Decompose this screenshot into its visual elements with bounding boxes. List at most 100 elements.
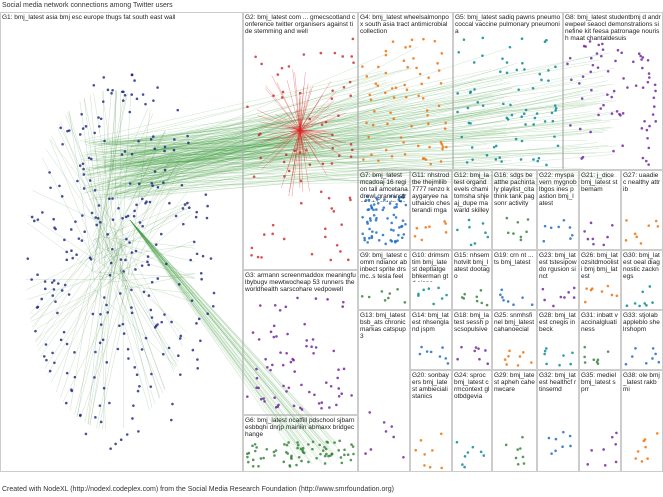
node bbox=[159, 232, 163, 236]
node bbox=[417, 292, 420, 296]
node bbox=[541, 287, 545, 291]
node bbox=[402, 455, 405, 459]
edge bbox=[129, 219, 305, 447]
group-label: G1: bmj_latest asia bmj esc europe thugs… bbox=[2, 14, 176, 21]
node bbox=[59, 338, 63, 342]
group-label: G3: armann screenmaddox meaningfulbybugv… bbox=[245, 272, 356, 293]
group-box bbox=[453, 12, 563, 170]
node bbox=[388, 292, 392, 295]
node bbox=[337, 368, 340, 371]
node bbox=[250, 246, 254, 250]
node bbox=[654, 352, 657, 356]
edge bbox=[87, 51, 392, 181]
node bbox=[192, 240, 196, 244]
node bbox=[366, 208, 370, 212]
node bbox=[108, 197, 111, 201]
edge bbox=[129, 219, 336, 444]
edge bbox=[87, 282, 102, 425]
node bbox=[190, 299, 194, 302]
node bbox=[171, 402, 174, 406]
node bbox=[280, 96, 284, 99]
group-label: G4: bmj_latest wheelsalmonpox south asia… bbox=[360, 14, 449, 35]
node bbox=[284, 153, 288, 157]
edge bbox=[129, 219, 339, 461]
node bbox=[520, 115, 524, 119]
node bbox=[440, 466, 443, 470]
edge bbox=[136, 106, 385, 184]
node bbox=[160, 320, 164, 324]
edge bbox=[129, 219, 305, 447]
node bbox=[465, 161, 469, 164]
edge bbox=[89, 94, 104, 231]
node bbox=[299, 406, 302, 410]
node bbox=[554, 449, 557, 453]
node bbox=[524, 123, 527, 126]
node bbox=[620, 51, 623, 55]
node bbox=[61, 142, 64, 146]
node bbox=[297, 443, 300, 447]
edge bbox=[129, 219, 306, 444]
node bbox=[348, 196, 352, 200]
node bbox=[81, 214, 84, 217]
node bbox=[516, 364, 520, 367]
edge bbox=[60, 270, 106, 398]
node bbox=[336, 376, 339, 380]
node bbox=[365, 194, 369, 198]
edge bbox=[129, 165, 181, 279]
node bbox=[178, 337, 182, 340]
node bbox=[144, 201, 147, 205]
edge bbox=[299, 129, 316, 151]
node bbox=[386, 217, 389, 220]
edge bbox=[106, 246, 177, 366]
edge bbox=[120, 145, 617, 170]
node bbox=[554, 109, 557, 112]
node bbox=[384, 71, 388, 75]
node bbox=[59, 126, 62, 130]
edge bbox=[116, 207, 191, 238]
edge bbox=[39, 253, 114, 358]
edge bbox=[104, 148, 175, 239]
edge bbox=[27, 214, 127, 281]
node bbox=[647, 163, 650, 166]
node bbox=[252, 175, 256, 178]
node bbox=[130, 311, 134, 315]
edge bbox=[119, 95, 132, 280]
group-label: G14: bmj_latest nhsengland jspm bbox=[412, 312, 449, 333]
node bbox=[505, 71, 509, 75]
node bbox=[393, 239, 397, 243]
edge bbox=[92, 130, 166, 248]
node bbox=[633, 302, 637, 305]
edge bbox=[89, 252, 125, 426]
node bbox=[98, 220, 102, 224]
node bbox=[646, 136, 649, 140]
edge bbox=[119, 81, 584, 157]
node bbox=[314, 346, 318, 349]
node bbox=[651, 113, 655, 116]
edge bbox=[123, 191, 188, 274]
node bbox=[43, 280, 47, 283]
node bbox=[444, 357, 448, 360]
node bbox=[418, 72, 422, 76]
edge bbox=[129, 219, 340, 459]
edge bbox=[99, 240, 195, 280]
edge bbox=[95, 271, 195, 279]
edge bbox=[116, 133, 298, 188]
node bbox=[400, 225, 403, 228]
node bbox=[293, 149, 297, 153]
node bbox=[284, 305, 288, 309]
node bbox=[455, 440, 459, 444]
group-label: G21: j_dice bmj_latest stbemam bbox=[581, 172, 618, 193]
edge bbox=[137, 119, 598, 170]
node bbox=[403, 301, 407, 304]
node bbox=[136, 389, 140, 393]
node bbox=[566, 62, 569, 66]
edge bbox=[129, 219, 301, 463]
edge bbox=[35, 237, 105, 343]
node bbox=[389, 228, 393, 231]
node bbox=[597, 43, 601, 47]
node bbox=[131, 417, 134, 420]
node bbox=[254, 55, 257, 59]
node bbox=[656, 225, 660, 228]
node bbox=[554, 65, 557, 69]
node bbox=[87, 156, 91, 160]
